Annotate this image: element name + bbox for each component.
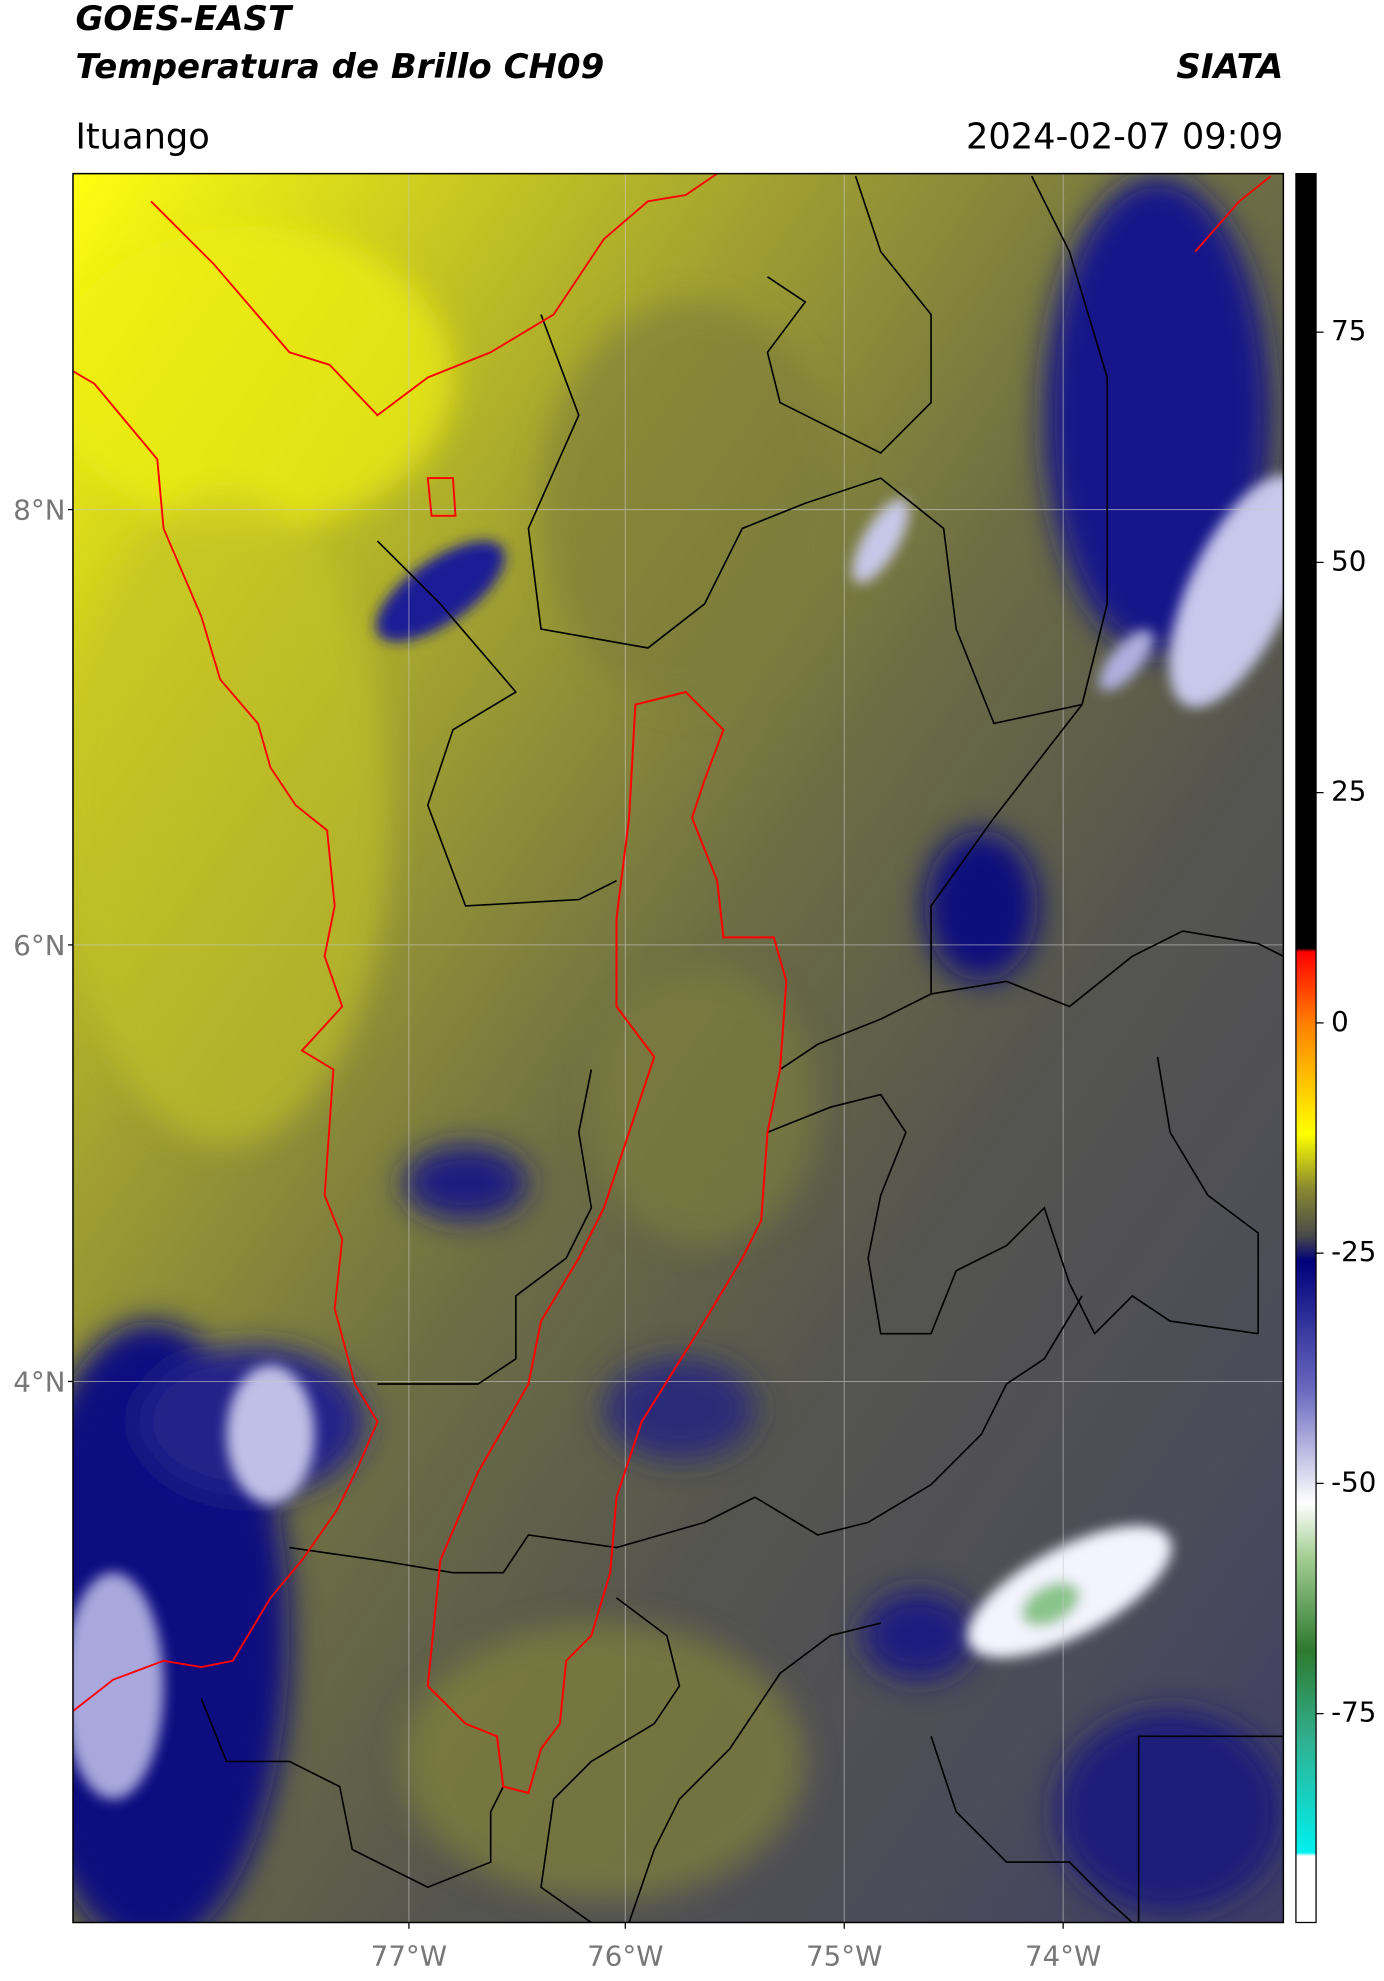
longitude-labels: 77°W 76°W 75°W 74°W	[371, 1922, 1101, 1972]
lat-label: 4°N	[13, 1366, 65, 1399]
colorbar-ticks: 75 50 25 0 -25 -50 -75	[1316, 314, 1376, 1729]
agency: SIATA	[1176, 47, 1283, 87]
colorbar-label: -25	[1331, 1235, 1376, 1268]
colorbar-label: 25	[1331, 775, 1366, 808]
lon-label: 76°W	[587, 1939, 663, 1972]
colorbar-label: -75	[1331, 1696, 1376, 1729]
lon-label: 75°W	[806, 1939, 882, 1972]
latitude-labels: 8°N 6°N 4°N	[13, 494, 73, 1399]
lat-label: 6°N	[13, 929, 65, 962]
map-frame	[72, 172, 1285, 1924]
colorbar-label: 50	[1331, 544, 1366, 577]
colorbar	[1295, 172, 1317, 1924]
colorbar-label: -50	[1331, 1465, 1376, 1498]
lon-label: 74°W	[1025, 1939, 1101, 1972]
satellite-image	[72, 173, 1284, 1923]
colorbar-label: 75	[1331, 314, 1366, 347]
satellite: GOES-EAST	[75, 0, 293, 39]
colorbar-label: 0	[1331, 1005, 1349, 1038]
datetime: 2024-02-07 09:09	[966, 116, 1283, 157]
location: Ituango	[75, 116, 209, 157]
product: Temperatura de Brillo CH09	[75, 47, 604, 87]
lon-label: 77°W	[371, 1939, 447, 1972]
lat-label: 8°N	[13, 494, 65, 527]
